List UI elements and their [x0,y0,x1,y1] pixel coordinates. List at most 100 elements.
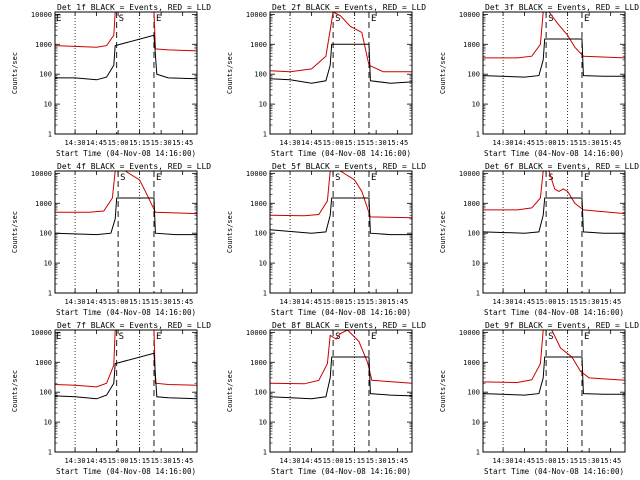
event-marker-label: E [156,14,161,24]
lld-series-line [55,330,197,388]
event-marker-label: S [119,14,124,24]
x-tick-label: 15:00 [536,298,557,306]
plot-frame [482,170,626,294]
events-series-line [55,352,197,400]
x-tick-label: 15:30 [579,139,600,147]
x-tick-label: 14:45 [86,298,107,306]
event-marker-label: E [584,14,589,24]
y-tick-label: 1 [48,131,52,139]
lld-series-line [483,12,625,59]
y-tick-label: 10 [472,101,480,109]
x-tick-label: 15:45 [172,298,193,306]
event-marker-label: E [156,332,161,342]
lld-series-line [270,171,412,219]
y-axis-label: Counts/sec [439,370,447,412]
y-axis-label: Counts/sec [226,370,234,412]
x-tick-label: 14:30 [493,139,514,147]
x-tick-label: 15:45 [172,139,193,147]
lld-series-line [483,330,625,384]
y-axis-label: Counts/sec [11,370,19,412]
x-tick-label: 15:15 [129,298,150,306]
y-tick-label: 10000 [31,11,52,19]
plot-frame [54,11,198,135]
event-marker-label: S [335,173,340,183]
y-tick-label: 100 [254,389,267,397]
event-marker-label: S [548,332,553,342]
x-axis-label: Start Time (04-Nov-08 14:16:00) [56,308,196,317]
events-series-line [483,38,625,78]
chart-panel: Det 7f BLACK = Events, RED = LLD Counts/s… [11,321,211,476]
x-tick-label: 15:30 [151,457,172,465]
x-axis-label: Start Time (04-Nov-08 14:16:00) [484,467,624,476]
x-tick-label: 15:45 [387,139,408,147]
x-axis-label: Start Time (04-Nov-08 14:16:00) [484,149,624,158]
lld-series-line [270,12,412,73]
chart-title: Det 8f BLACK = Events, RED = LLD [272,321,426,330]
y-tick-label: 100 [39,389,52,397]
y-axis-label: Counts/sec [11,211,19,253]
chart-title: Det 3f BLACK = Events, RED = LLD [485,3,639,12]
events-series-line [270,356,412,400]
y-tick-label: 1 [476,131,480,139]
x-tick-label: 14:45 [301,298,322,306]
y-tick-label: 1000 [463,200,480,208]
x-axis-label: Start Time (04-Nov-08 14:16:00) [271,308,411,317]
y-tick-label: 10 [44,260,52,268]
y-tick-label: 10000 [31,329,52,337]
y-tick-label: 1 [48,449,52,457]
event-marker-label: E [56,332,61,342]
plot-frame [269,11,413,135]
chart-panel: Det 4f BLACK = Events, RED = LLD Counts/s… [11,162,211,317]
events-series-line [483,197,625,234]
y-tick-label: 100 [254,71,267,79]
y-tick-label: 10 [259,101,267,109]
event-marker-label: E [584,173,589,183]
y-tick-label: 10000 [246,11,267,19]
chart-title: Det 5f BLACK = Events, RED = LLD [272,162,426,171]
chart-panel: Det 2f BLACK = Events, RED = LLD Counts/s… [226,3,426,158]
x-tick-label: 14:45 [514,457,535,465]
x-tick-label: 15:15 [557,457,578,465]
y-tick-label: 1000 [463,359,480,367]
plot-frame [54,329,198,453]
chart-title: Det 7f BLACK = Events, RED = LLD [57,321,211,330]
event-marker-label: E [371,14,376,24]
x-tick-label: 15:45 [387,298,408,306]
y-axis-label: Counts/sec [439,211,447,253]
y-tick-label: 1000 [250,41,267,49]
chart-panel: Det 9f BLACK = Events, RED = LLD Counts/s… [439,321,639,476]
x-tick-label: 15:15 [557,139,578,147]
plot-frame [482,329,626,453]
x-tick-label: 15:00 [323,139,344,147]
x-tick-label: 15:45 [600,139,621,147]
y-tick-label: 100 [39,71,52,79]
chart-title: Det 9f BLACK = Events, RED = LLD [485,321,639,330]
y-tick-label: 100 [254,230,267,238]
lld-series-line [55,12,197,52]
plot-frame [482,11,626,135]
y-axis-label: Counts/sec [226,211,234,253]
y-tick-label: 10000 [459,170,480,178]
event-marker-label: E [371,173,376,183]
x-tick-label: 14:30 [280,457,301,465]
events-series-line [55,197,197,236]
plot-frame [54,170,198,294]
y-tick-label: 10000 [459,329,480,337]
y-tick-label: 1 [476,449,480,457]
lld-series-line [270,330,412,385]
events-series-line [270,197,412,236]
x-tick-label: 15:15 [344,298,365,306]
event-marker-label: S [119,332,124,342]
chart-title: Det 2f BLACK = Events, RED = LLD [272,3,426,12]
event-marker-label: S [548,14,553,24]
plot-frame [269,329,413,453]
y-tick-label: 10 [259,419,267,427]
y-axis-label: Counts/sec [11,52,19,94]
y-tick-label: 1 [263,131,267,139]
chart-title: Det 4f BLACK = Events, RED = LLD [57,162,211,171]
y-tick-label: 1000 [35,41,52,49]
x-tick-label: 15:15 [344,457,365,465]
x-tick-label: 14:30 [280,298,301,306]
